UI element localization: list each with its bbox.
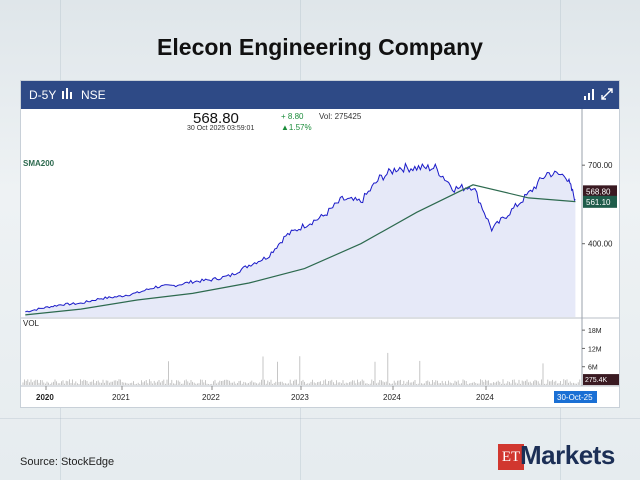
vol-tick-label: 18M <box>588 328 602 335</box>
source-note: Source: StockEdge <box>20 456 115 468</box>
quote-price: 568.80 <box>193 110 239 127</box>
x-tick-label: 2022 <box>202 393 220 402</box>
price-series-line <box>25 162 576 313</box>
sma-tag-bg <box>583 195 617 208</box>
logo-et: ET <box>498 444 524 470</box>
price-chart: 700.00 400.00 568.80 561.10 18M 12M 6M 275.4K 20… <box>21 109 619 407</box>
indicator-icon[interactable] <box>583 88 595 103</box>
chart-type-icon[interactable] <box>61 87 73 102</box>
expand-icon[interactable] <box>601 88 613 103</box>
vol-tick-label: 12M <box>588 346 602 353</box>
vol-tick-label: 6M <box>588 365 598 372</box>
exchange-selector[interactable]: NSE <box>81 88 106 102</box>
x-tick-label: 2021 <box>112 393 130 402</box>
chart-toolbar: D-5Y NSE <box>21 81 619 109</box>
vol-tag-bg <box>583 374 619 386</box>
sma-tag: 561.10 <box>586 198 611 207</box>
background-line <box>0 418 640 419</box>
logo-markets: Markets <box>520 440 615 470</box>
x-tick-label: 2020 <box>36 393 54 402</box>
page-title: Elecon Engineering Company <box>157 34 483 60</box>
x-tick-label: 2023 <box>291 393 309 402</box>
date-tag: 30-Oct-25 <box>557 393 593 402</box>
sma-label: SMA200 <box>23 159 55 168</box>
quote-change-pct: ▲1.57% <box>281 123 312 132</box>
price-tag-bg <box>583 185 617 198</box>
price-tag: 568.80 <box>586 187 611 196</box>
y-tick-label: 700.00 <box>588 161 613 170</box>
quote-datetime: 30 Oct 2025 03:59:01 <box>187 125 254 132</box>
volume-label: VOL <box>23 319 40 328</box>
x-tick-label: 2024 <box>476 393 494 402</box>
date-tag-bg <box>554 391 597 403</box>
chart-card: D-5Y NSE 700.00 400.00 568.80 561.10 18M 12M 6… <box>20 80 620 408</box>
sma200-series-line <box>25 184 576 316</box>
quote-volume: Vol: 275425 <box>319 112 362 121</box>
period-selector[interactable]: D-5Y <box>29 88 57 102</box>
x-tick-label: 2024 <box>383 393 401 402</box>
y-tick-label: 400.00 <box>588 240 613 249</box>
quote-change: + 8.80 <box>281 112 304 121</box>
vol-tag: 275.4K <box>585 377 608 384</box>
